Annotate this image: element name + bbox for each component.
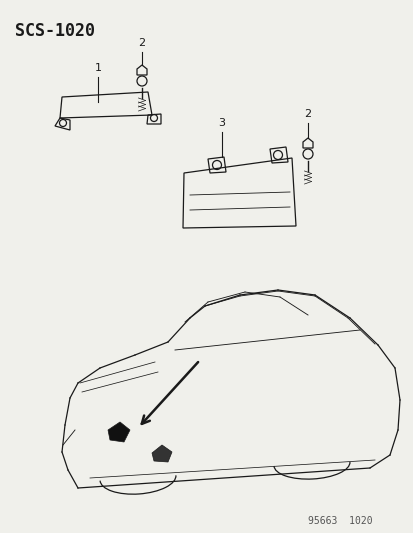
Polygon shape <box>108 422 130 442</box>
Text: 2: 2 <box>138 38 145 48</box>
Polygon shape <box>152 445 171 462</box>
Text: 1: 1 <box>94 63 101 73</box>
Text: SCS-1020: SCS-1020 <box>15 22 95 40</box>
Text: 3: 3 <box>218 118 225 128</box>
Text: 95663  1020: 95663 1020 <box>307 516 372 526</box>
Text: 2: 2 <box>304 109 311 119</box>
